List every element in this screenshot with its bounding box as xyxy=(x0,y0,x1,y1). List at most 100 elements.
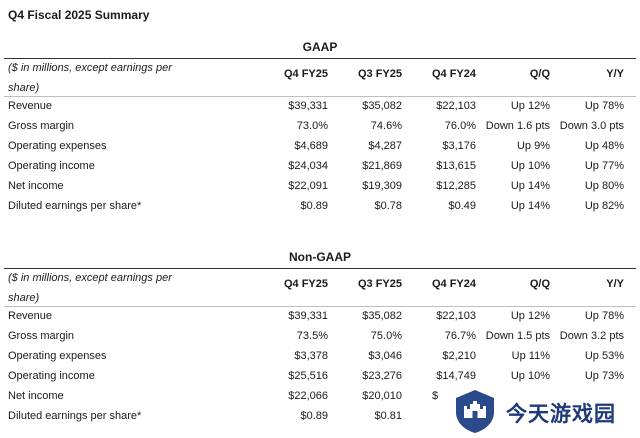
gaap-section-title: GAAP xyxy=(302,40,338,54)
cell: $0.89 xyxy=(300,410,328,422)
cell: Down 3.2 pts xyxy=(559,330,624,342)
cell: $4,689 xyxy=(294,140,328,152)
cell: Up 80% xyxy=(584,180,624,192)
cell: $25,516 xyxy=(288,370,328,382)
cell: $2,210 xyxy=(442,350,476,362)
gaap-units-note: ($ in millions, except earnings per shar… xyxy=(8,62,172,94)
table-row: Revenue $39,331 $35,082 $22,103 Up 12% U… xyxy=(0,96,640,116)
table-row: Revenue $39,331 $35,082 $22,103 Up 12% U… xyxy=(0,306,640,326)
cell: $12,285 xyxy=(436,180,476,192)
non-gaap-col-q4fy24: Q4 FY24 xyxy=(431,278,476,290)
table-row: Operating expenses $3,378 $3,046 $2,210 … xyxy=(0,346,640,366)
cell: Down 1.5 pts xyxy=(485,330,550,342)
cell: $14,749 xyxy=(436,370,476,382)
cell: $19,309 xyxy=(362,180,402,192)
cell: Up 11% xyxy=(511,350,550,362)
table-row: Operating income $24,034 $21,869 $13,615… xyxy=(0,156,640,176)
cell: Up 14% xyxy=(510,180,550,192)
cell: $3,378 xyxy=(294,350,328,362)
cell: $ xyxy=(432,390,439,402)
cell: Up 77% xyxy=(584,160,624,172)
cell: $22,091 xyxy=(288,180,328,192)
cell: 74.6% xyxy=(370,120,402,132)
row-label: Operating income xyxy=(8,370,95,382)
cell: $35,082 xyxy=(362,310,402,322)
gaap-col-q4fy25: Q4 FY25 xyxy=(283,68,328,80)
table-row: Operating expenses $4,689 $4,287 $3,176 … xyxy=(0,136,640,156)
cell: $13,615 xyxy=(436,160,476,172)
table-row: Operating income $25,516 $23,276 $14,749… xyxy=(0,366,640,386)
table-row: Gross margin 73.0% 74.6% 76.0% Down 1.6 … xyxy=(0,116,640,136)
cell: Up 73% xyxy=(584,370,624,382)
row-label: Operating income xyxy=(8,160,95,172)
row-label: Gross margin xyxy=(8,330,75,342)
table-row: Gross margin 73.5% 75.0% 76.7% Down 1.5 … xyxy=(0,326,640,346)
row-label: Operating expenses xyxy=(8,140,107,152)
table-row: Diluted earnings per share* $0.89 $0.78 … xyxy=(0,196,640,216)
non-gaap-col-yy: Y/Y xyxy=(606,278,624,290)
table-row: Net income $22,066 $20,010 $ xyxy=(0,386,640,406)
cell: $23,276 xyxy=(362,370,402,382)
row-label: Revenue xyxy=(8,310,53,322)
gaap-col-q4fy24: Q4 FY24 xyxy=(431,68,476,80)
cell: 73.0% xyxy=(296,120,328,132)
cell: 73.5% xyxy=(296,330,328,342)
cell: Up 12% xyxy=(510,100,550,112)
gaap-col-qq: Q/Q xyxy=(529,68,550,80)
row-label: Operating expenses xyxy=(8,350,107,362)
cell: $0.89 xyxy=(300,200,328,212)
cell: $39,331 xyxy=(288,100,328,112)
cell: $3,046 xyxy=(368,350,402,362)
cell: $22,066 xyxy=(288,390,328,402)
cell: Up 10% xyxy=(510,370,550,382)
cell: 75.0% xyxy=(370,330,402,342)
cell: Down 1.6 pts xyxy=(485,120,550,132)
cell: Up 14% xyxy=(510,200,550,212)
castle-shield-icon xyxy=(456,390,494,433)
row-label: Gross margin xyxy=(8,120,75,132)
cell: Up 12% xyxy=(510,310,550,322)
cell: $3,176 xyxy=(442,140,476,152)
row-label: Revenue xyxy=(8,100,53,112)
non-gaap-section-title: Non-GAAP xyxy=(289,250,351,264)
cell: $24,034 xyxy=(288,160,328,172)
cell: $0.78 xyxy=(374,200,402,212)
non-gaap-header-rule xyxy=(4,306,636,307)
cell: Up 78% xyxy=(584,100,624,112)
cell: Down 3.0 pts xyxy=(559,120,624,132)
watermark: 今天游戏园 xyxy=(448,388,638,436)
cell: $21,869 xyxy=(362,160,402,172)
page-title: Q4 Fiscal 2025 Summary xyxy=(8,8,150,22)
row-label: Diluted earnings per share* xyxy=(8,410,142,422)
non-gaap-col-qq: Q/Q xyxy=(529,278,550,290)
gaap-header-rule xyxy=(4,96,636,97)
cell: $20,010 xyxy=(362,390,402,402)
row-label: Diluted earnings per share* xyxy=(8,200,142,212)
cell: $0.81 xyxy=(374,410,402,422)
cell: Up 48% xyxy=(584,140,624,152)
cell: 76.7% xyxy=(444,330,476,342)
table-row: Net income $22,091 $19,309 $12,285 Up 14… xyxy=(0,176,640,196)
cell: Up 82% xyxy=(584,200,624,212)
row-label: Net income xyxy=(8,180,64,192)
non-gaap-top-rule xyxy=(4,268,636,269)
cell: $39,331 xyxy=(288,310,328,322)
cell: $0.49 xyxy=(448,200,476,212)
non-gaap-units-note: ($ in millions, except earnings per shar… xyxy=(8,272,172,304)
cell: Up 53% xyxy=(584,350,624,362)
cell: $22,103 xyxy=(436,100,476,112)
gaap-col-yy: Y/Y xyxy=(606,68,624,80)
cell: Up 9% xyxy=(516,140,550,152)
cell: $22,103 xyxy=(436,310,476,322)
watermark-text: 今天游戏园 xyxy=(506,403,616,426)
non-gaap-col-q4fy25: Q4 FY25 xyxy=(283,278,328,290)
cell: $4,287 xyxy=(368,140,402,152)
cell: 76.0% xyxy=(444,120,476,132)
gaap-top-rule xyxy=(4,58,636,59)
cell: $35,082 xyxy=(362,100,402,112)
row-label: Net income xyxy=(8,390,64,402)
non-gaap-col-q3fy25: Q3 FY25 xyxy=(357,278,402,290)
cell: Up 78% xyxy=(584,310,624,322)
cell: Up 10% xyxy=(510,160,550,172)
gaap-col-q3fy25: Q3 FY25 xyxy=(357,68,402,80)
